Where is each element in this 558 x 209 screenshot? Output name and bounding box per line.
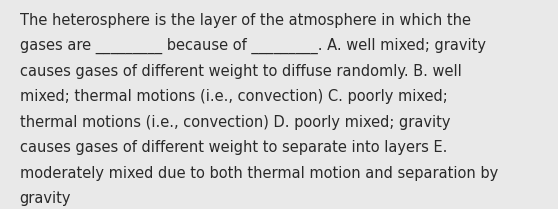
Text: gravity: gravity xyxy=(20,191,71,206)
Text: causes gases of different weight to separate into layers E.: causes gases of different weight to sepa… xyxy=(20,140,447,155)
Text: causes gases of different weight to diffuse randomly. B. well: causes gases of different weight to diff… xyxy=(20,64,461,79)
Text: The heterosphere is the layer of the atmosphere in which the: The heterosphere is the layer of the atm… xyxy=(20,13,470,28)
Text: gases are _________ because of _________. A. well mixed; gravity: gases are _________ because of _________… xyxy=(20,38,485,54)
Text: moderately mixed due to both thermal motion and separation by: moderately mixed due to both thermal mot… xyxy=(20,166,498,181)
Text: mixed; thermal motions (i.e., convection) C. poorly mixed;: mixed; thermal motions (i.e., convection… xyxy=(20,89,448,104)
Text: thermal motions (i.e., convection) D. poorly mixed; gravity: thermal motions (i.e., convection) D. po… xyxy=(20,115,450,130)
